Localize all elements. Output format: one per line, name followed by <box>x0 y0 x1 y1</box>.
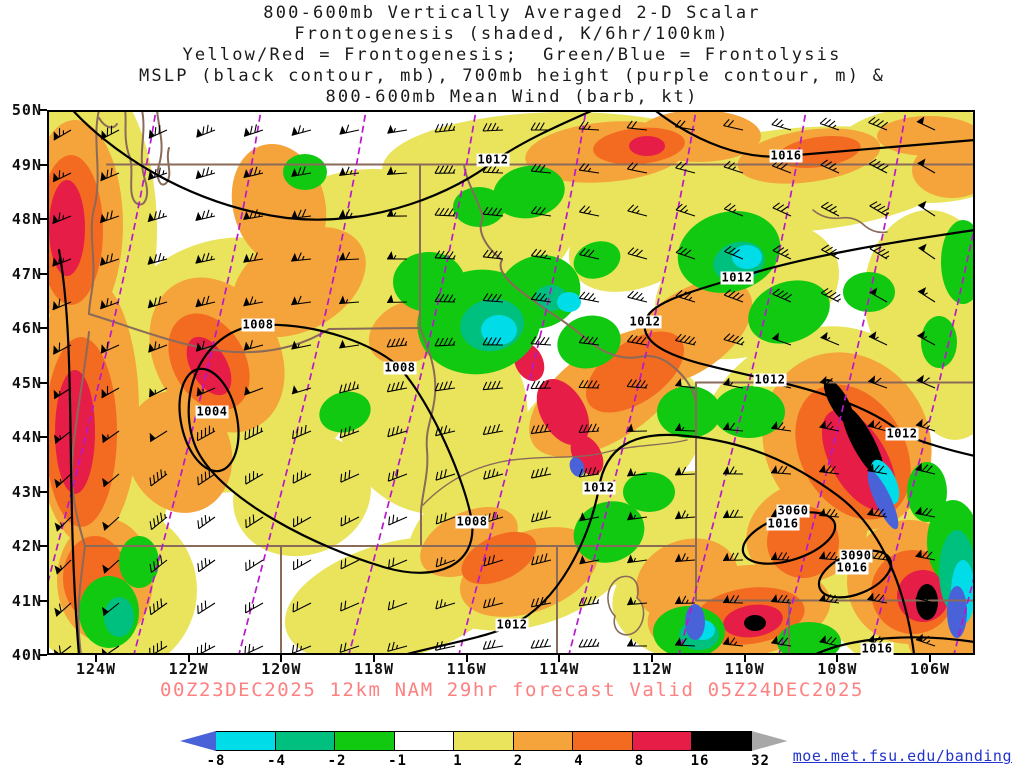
y-axis-tick <box>40 381 47 384</box>
y-axis-tick <box>40 272 47 275</box>
y-axis-tick-label: 44N <box>11 428 42 446</box>
x-axis-tick <box>929 655 931 662</box>
y-axis-tick <box>40 327 47 329</box>
x-axis-tick <box>743 655 746 662</box>
map-frame <box>47 110 975 655</box>
y-axis-tick <box>40 218 47 220</box>
colorbar-tick-label: 4 <box>574 753 584 768</box>
mslp-contour-label: 1012 <box>495 617 529 632</box>
colorbar-tick-label: -8 <box>206 753 226 768</box>
x-axis-tick-label: 120W <box>261 660 302 678</box>
y-axis-tick-label: 42N <box>11 537 42 555</box>
colorbar-segment <box>631 731 692 751</box>
colorbar-segment <box>215 731 276 751</box>
y-axis-tick <box>40 436 47 438</box>
weather-map <box>47 110 975 655</box>
y-axis-tick <box>40 490 47 493</box>
colorbar-tick-label: 1 <box>453 753 463 768</box>
colorbar-right-arrow <box>751 731 788 751</box>
x-axis-tick <box>465 655 468 662</box>
colorbar-tick-label: 32 <box>751 753 770 768</box>
frontogenesis-shading-layer <box>47 110 975 655</box>
x-axis-tick <box>836 655 839 662</box>
x-axis-tick <box>651 655 653 662</box>
height-contour-label: 3060 <box>776 503 810 518</box>
y-axis-tick-label: 48N <box>11 210 42 228</box>
wind-barbs-layer <box>52 116 936 655</box>
title-line-2: Frontogenesis (shaded, K/6hr/100km) <box>294 24 730 44</box>
x-axis-tick <box>187 655 190 662</box>
colorbar-segment <box>393 731 454 751</box>
mslp-contour-label: 1016 <box>766 516 800 531</box>
x-axis-tick-label: 110W <box>724 660 765 678</box>
title-line-3: Yellow/Red = Frontogenesis; Green/Blue =… <box>182 45 842 65</box>
mslp-contour-label: 1016 <box>769 148 803 163</box>
mslp-contour-label: 1012 <box>628 314 662 329</box>
forecast-caption: 00Z23DEC2025 12km NAM 29hr forecast Vali… <box>159 679 865 701</box>
colorbar: -8 -4 -2 -1 1 2 4 8 16 32 <box>180 731 788 768</box>
colorbar-tick-label: -2 <box>327 753 347 768</box>
colorbar-tick-label: -1 <box>388 753 407 768</box>
mslp-contour-label: 1004 <box>195 404 229 419</box>
x-axis-tick-label: 124W <box>75 660 117 678</box>
colorbar-segment <box>334 731 395 751</box>
colorbar-segment <box>274 731 335 751</box>
title-line-4: MSLP (black contour, mb), 700mb height (… <box>138 66 886 86</box>
y-axis-tick-label: 40N <box>11 646 42 664</box>
x-axis-tick <box>558 655 561 662</box>
x-axis-tick-label: 122W <box>168 660 209 678</box>
y-axis-tick <box>40 163 47 166</box>
x-axis-tick-label: 112W <box>631 660 673 678</box>
colorbar-segment <box>512 731 573 751</box>
colorbar-segment <box>453 731 514 751</box>
title-line-5: 800-600mb Mean Wind (barb, kt) <box>325 87 699 107</box>
x-axis-tick-label: 106W <box>909 660 951 678</box>
footer-link[interactable]: moe.met.fsu.edu/banding <box>792 747 1012 765</box>
x-axis-tick-label: 114W <box>539 660 580 678</box>
colorbar-tick-label: 16 <box>690 753 710 768</box>
y-axis-tick-label: 45N <box>11 373 42 392</box>
y-axis-tick <box>40 545 47 547</box>
y-axis-tick-label: 49N <box>11 155 42 174</box>
mslp-contour-label: 1012 <box>476 152 510 167</box>
mslp-contour-label: 1012 <box>720 270 754 285</box>
x-axis-tick <box>280 655 283 662</box>
height-contour-label: 3090 <box>839 548 873 563</box>
mslp-contour-label: 1012 <box>582 480 616 495</box>
y-axis-tick-label: 50N <box>11 101 42 119</box>
mslp-contour-label: 1016 <box>860 641 894 656</box>
colorbar-tick-label: -4 <box>267 753 286 768</box>
mslp-contour-label: 1012 <box>753 372 787 387</box>
mslp-contour-label: 1008 <box>383 360 417 375</box>
x-axis-tick-label: 118W <box>353 660 395 678</box>
x-axis-tick <box>373 655 375 662</box>
mslp-contour-label: 1008 <box>241 317 275 332</box>
map-area: 1012 1016 1012 1012 1008 1008 1004 1012 1012 1012… <box>47 110 975 656</box>
colorbar-left-arrow <box>180 731 216 751</box>
colorbar-tick-label: 2 <box>513 753 524 768</box>
mslp-contour-label: 1012 <box>885 426 919 441</box>
colorbar-segment <box>572 731 633 751</box>
y-axis-tick <box>40 599 47 602</box>
y-axis-tick-label: 46N <box>11 319 42 337</box>
mslp-contour-label: 1016 <box>835 560 869 575</box>
x-axis-tick-label: 108W <box>817 660 858 678</box>
y-axis-tick-label: 43N <box>11 482 42 501</box>
colorbar-segment <box>691 731 752 751</box>
chart-title: 800-600mb Vertically Averaged 2-D Scalar… <box>0 3 1024 108</box>
x-axis-tick-label: 116W <box>446 660 487 678</box>
mslp-contour-label: 1008 <box>455 514 489 529</box>
y-axis-tick <box>40 654 47 656</box>
y-axis-tick-label: 41N <box>11 591 42 610</box>
y-axis-tick <box>40 109 47 111</box>
colorbar-tick-label: 8 <box>634 753 645 768</box>
title-line-1: 800-600mb Vertically Averaged 2-D Scalar <box>263 3 761 23</box>
y-axis-tick-label: 47N <box>11 264 42 283</box>
x-axis-tick <box>95 655 97 662</box>
state-borders-layer <box>70 110 975 655</box>
